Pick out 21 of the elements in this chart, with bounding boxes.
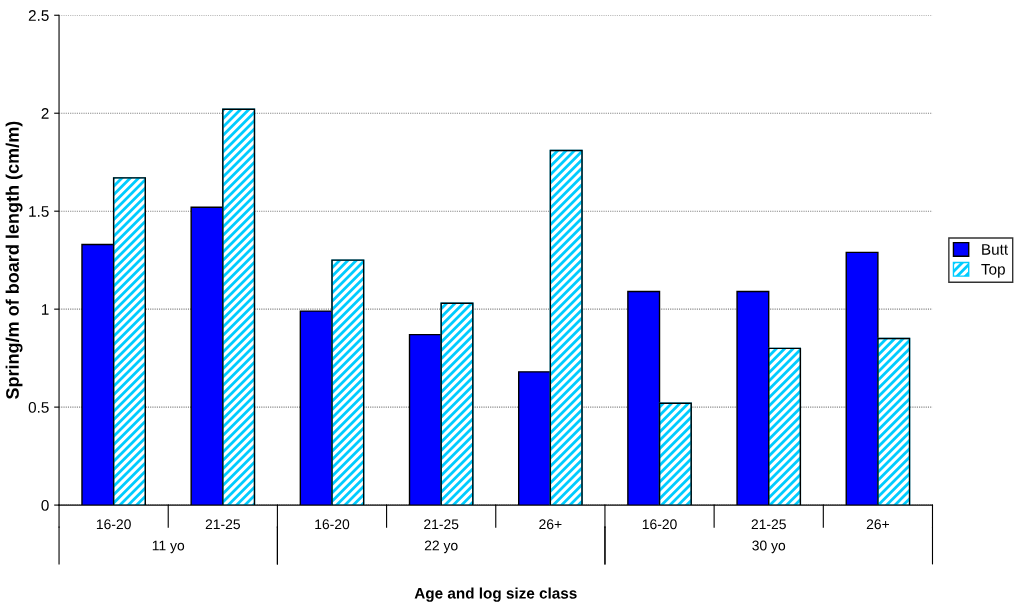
legend-label: Butt xyxy=(982,244,1009,255)
y-tick-label: 0 xyxy=(41,499,49,511)
text: 22 yo xyxy=(424,540,458,554)
x-axis-title: Age and log size class xyxy=(414,587,577,602)
y-tick-label: 1 xyxy=(41,304,49,315)
y-tick-label: 2.5 xyxy=(28,10,49,21)
x-tick-label: 16-20 xyxy=(315,519,350,530)
y-axis-title: Spring/m of board length (cm/m) xyxy=(5,121,23,400)
x-tick-label: 16-20 xyxy=(642,519,677,530)
text: 30 yo xyxy=(752,540,786,554)
y-tick-label: 0.5 xyxy=(28,401,49,413)
x-tick-label: 21-25 xyxy=(751,519,786,530)
x-tick-label: 16-20 xyxy=(96,519,131,530)
x-tick-label: 21-25 xyxy=(205,519,240,530)
x-tick-label: 21-25 xyxy=(424,519,459,530)
y-tick-label: 2 xyxy=(41,108,49,119)
text: 11 yo xyxy=(152,540,185,554)
y-tick-label: 1.5 xyxy=(29,206,49,217)
legend-label: Top xyxy=(981,264,1005,278)
x-tick-label: 26+ xyxy=(539,519,562,530)
x-tick-label: 26+ xyxy=(866,519,889,530)
